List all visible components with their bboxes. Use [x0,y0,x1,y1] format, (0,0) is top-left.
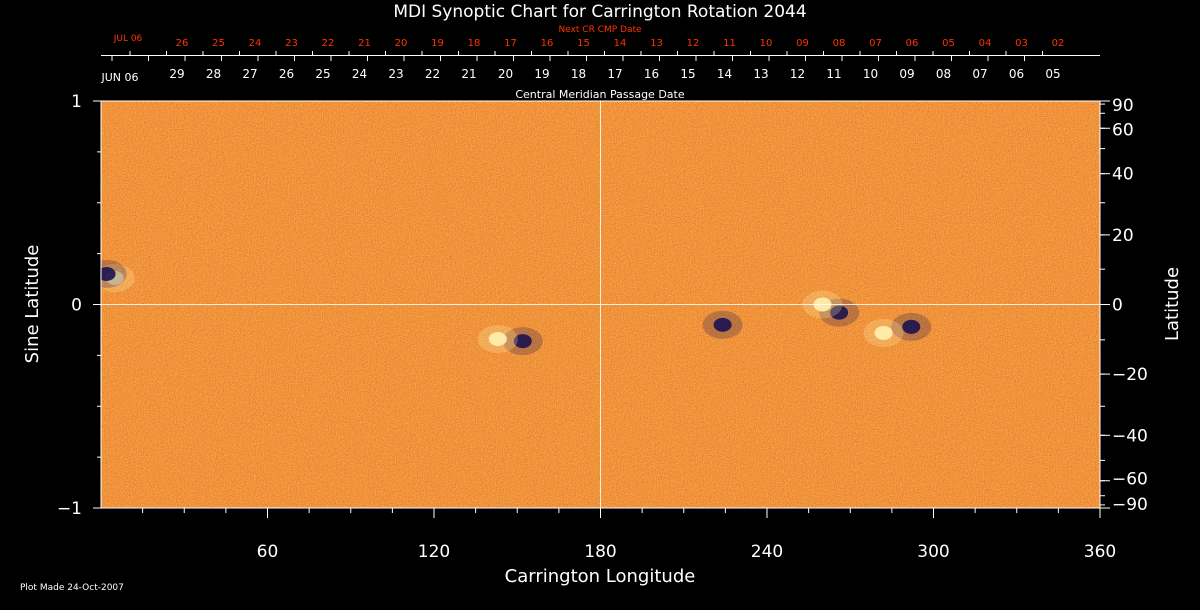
cmp-date: 11 [826,67,841,81]
cmp-date: 15 [680,67,695,81]
y-right-tick-label: 20 [1112,226,1134,246]
active-region-positive [488,332,507,347]
next-cmp-date: 12 [687,38,700,49]
next-cmp-date: 19 [431,38,444,49]
left-y-axis: 1 0 −1 [57,92,101,519]
cmp-date: 28 [206,67,221,81]
next-cmp-date: 07 [869,38,882,49]
next-cmp-date: 15 [577,38,590,49]
x-tick-label: 240 [751,542,783,562]
start-date-label: JUN 06 [100,71,138,84]
next-cmp-date: 25 [212,38,225,49]
x-tick-label: 180 [584,542,616,562]
active-region-negative [713,317,732,332]
next-cmp-date: 09 [796,38,809,49]
left-y-axis-label: Sine Latitude [22,245,43,364]
cmp-date: 26 [279,67,294,81]
y-left-tick-label: −1 [57,499,82,519]
cmp-date: 27 [242,67,257,81]
cmp-date: 17 [607,67,622,81]
next-cmp-date: 08 [833,38,846,49]
active-region-halo [101,259,127,288]
next-cmp-date: 13 [650,38,663,49]
cmp-date: 09 [899,67,914,81]
active-regions [101,259,932,356]
y-right-tick-label: 60 [1112,120,1134,140]
x-axis: 60 120 180 240 300 360 [142,508,1116,562]
next-cmp-date: 06 [906,38,919,49]
active-region-negative [101,266,116,281]
active-region-halo [702,310,743,339]
next-cmp-date: 04 [979,38,992,49]
active-region-positive [874,325,893,340]
next-start-date-label: JUL 06 [113,34,143,44]
cmp-date: 05 [1045,67,1060,81]
y-right-tick-label: −60 [1112,470,1148,490]
x-tick-label: 120 [418,542,450,562]
cmp-date: 14 [717,67,732,81]
y-left-tick-label: 1 [71,92,82,112]
cmp-date: 08 [936,67,951,81]
next-cmp-date: 20 [395,38,408,49]
next-cmp-date: 22 [322,38,335,49]
next-cmp-date: 14 [614,38,627,49]
cmp-date: 22 [425,67,440,81]
next-cmp-date: 21 [358,38,371,49]
next-cmp-date: 18 [468,38,481,49]
active-region-negative [513,334,532,349]
next-cmp-date: 16 [541,38,554,49]
cmp-date: 25 [315,67,330,81]
cmp-date: 29 [169,67,184,81]
cmp-date: 19 [534,67,549,81]
active-region-halo [477,325,518,354]
plot-made-note: Plot Made 24-Oct-2007 [20,583,124,593]
next-cmp-date: 02 [1052,38,1065,49]
cmp-date: 10 [863,67,878,81]
active-region-negative [830,305,849,320]
active-region-negative [902,319,921,334]
cmp-date: 06 [1009,67,1024,81]
x-tick-label: 360 [1084,542,1116,562]
active-region-halo [891,312,932,341]
x-tick-label: 60 [257,542,279,562]
chart-title: MDI Synoptic Chart for Carrington Rotati… [393,2,806,22]
x-axis-label: Carrington Longitude [505,566,696,587]
y-right-tick-label: 40 [1112,165,1134,185]
next-cmp-date: 03 [1015,38,1028,49]
y-left-tick-label: 0 [71,296,82,316]
active-region-halo [863,318,904,347]
cmp-date: 23 [388,67,403,81]
cmp-date: 21 [461,67,476,81]
next-cmp-date: 24 [249,38,262,49]
right-y-axis: 90 60 40 20 0 −20 −40 −60 −90 [1100,96,1148,515]
cmp-date: 24 [352,67,367,81]
next-cmp-date: 23 [285,38,298,49]
y-right-tick-label: −90 [1112,495,1148,515]
cmp-date: 07 [972,67,987,81]
y-right-tick-label: −40 [1112,426,1148,446]
y-right-tick-label: 90 [1112,96,1134,116]
cmp-date: 16 [644,67,659,81]
next-cmp-date: 10 [760,38,773,49]
x-tick-label: 300 [917,542,949,562]
top-date-axis: JUL 06 Next CR CMP Date JUN 06 26 25 24 23 22 21… [100,25,1100,84]
y-right-tick-label: −20 [1112,365,1148,385]
cmp-date: 18 [571,67,586,81]
active-region-halo [502,327,543,356]
next-cmp-date: 26 [176,38,189,49]
next-cmp-date: 17 [504,38,517,49]
cmp-date: 13 [753,67,768,81]
next-cmp-date: 05 [942,38,955,49]
top-axis-label: Central Meridian Passage Date [515,88,684,101]
cmp-date: 12 [790,67,805,81]
right-y-axis-label: Latitude [1162,267,1183,341]
next-cmp-date: 11 [723,38,736,49]
cmp-date: 20 [498,67,513,81]
next-cmp-label: Next CR CMP Date [558,25,642,35]
y-right-tick-label: 0 [1112,296,1123,316]
